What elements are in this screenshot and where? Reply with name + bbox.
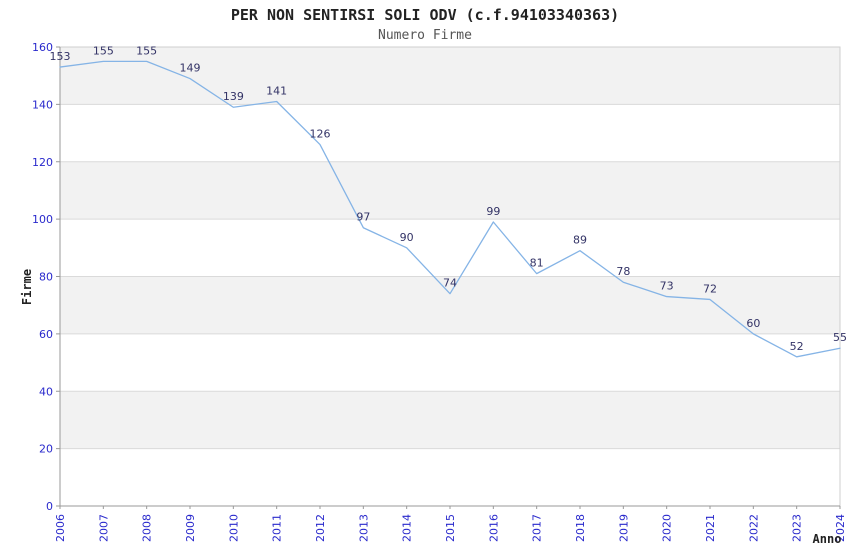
data-label: 155 xyxy=(93,44,114,57)
plot-band xyxy=(60,161,840,220)
series-line xyxy=(59,60,841,358)
x-axis-title: Anno xyxy=(813,532,842,546)
y-tick-label: 60 xyxy=(39,328,53,341)
y-tick-label: 20 xyxy=(39,443,53,456)
y-tick-label: 80 xyxy=(39,271,53,284)
data-label: 73 xyxy=(660,280,674,293)
data-label: 55 xyxy=(833,331,847,344)
data-label: 81 xyxy=(530,257,544,270)
x-tick-label: 2023 xyxy=(791,514,804,542)
y-tick-label: 40 xyxy=(39,385,53,398)
plot-band xyxy=(60,47,840,105)
data-label: 90 xyxy=(400,231,414,244)
data-label: 99 xyxy=(486,205,500,218)
x-tick-label: 2011 xyxy=(271,514,284,542)
x-tick-label: 2021 xyxy=(704,514,717,542)
x-tick-label: 2019 xyxy=(617,514,630,542)
x-tick-label: 2017 xyxy=(531,514,544,542)
data-label: 78 xyxy=(616,265,630,278)
x-tick-label: 2018 xyxy=(574,514,587,542)
y-tick-label: 160 xyxy=(32,41,53,54)
plot-band xyxy=(60,391,840,449)
x-tick-label: 2016 xyxy=(487,514,500,542)
x-tick-label: 2006 xyxy=(54,514,67,542)
data-label: 139 xyxy=(223,90,244,103)
y-tick-label: 0 xyxy=(46,500,53,513)
x-tick-label: 2009 xyxy=(184,514,197,542)
data-label: 72 xyxy=(703,282,717,295)
x-tick-label: 2015 xyxy=(444,514,457,542)
data-label: 141 xyxy=(266,85,287,98)
x-tick-label: 2022 xyxy=(747,514,760,542)
x-tick-label: 2010 xyxy=(227,514,240,542)
chart-subtitle: Numero Firme xyxy=(378,28,472,43)
data-label: 126 xyxy=(310,128,331,141)
data-label: 52 xyxy=(790,340,804,353)
data-label: 74 xyxy=(443,277,457,290)
x-tick-label: 2014 xyxy=(401,514,414,542)
x-tick-label: 2008 xyxy=(141,514,154,542)
data-label: 155 xyxy=(136,44,157,57)
chart-title: PER NON SENTIRSI SOLI ODV (c.f.941033403… xyxy=(230,6,620,24)
x-tick-label: 2012 xyxy=(314,514,327,542)
x-tick-label: 2007 xyxy=(97,514,110,542)
x-tick-label: 2020 xyxy=(661,514,674,542)
y-tick-label: 140 xyxy=(32,98,53,111)
data-label: 149 xyxy=(180,62,201,75)
data-label: 60 xyxy=(746,317,760,330)
y-axis-title: Firme xyxy=(20,269,34,305)
plot-layers: 0 20 40 60 80 100 120 140 160 2006 2007 2008 2009 201… xyxy=(32,41,847,542)
x-tick-label: 2024 xyxy=(834,514,847,542)
data-label: 89 xyxy=(573,234,587,247)
x-tick-label: 2013 xyxy=(357,514,370,542)
y-tick-label: 120 xyxy=(32,156,53,169)
data-label: 153 xyxy=(50,50,71,63)
data-label: 97 xyxy=(356,211,370,224)
plot-band xyxy=(60,276,840,334)
y-tick-label: 100 xyxy=(32,213,53,226)
